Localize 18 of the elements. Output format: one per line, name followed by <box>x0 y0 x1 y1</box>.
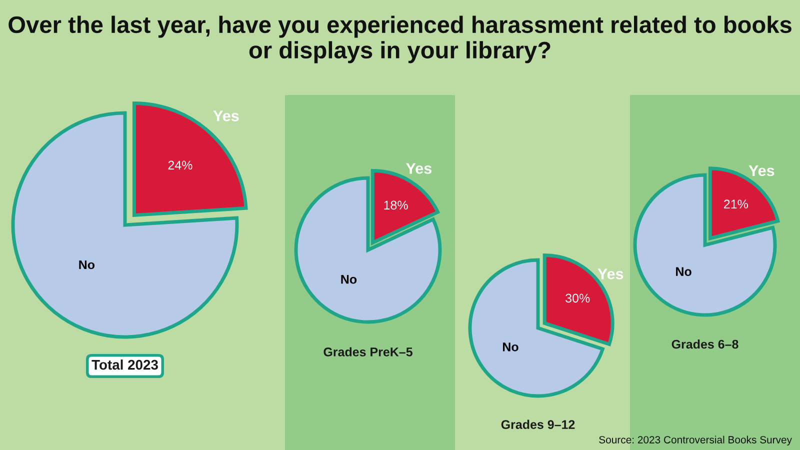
slice-label: Yes <box>406 163 432 174</box>
slice-label: No <box>503 342 518 352</box>
data-label: 24% <box>168 160 192 170</box>
text: Grades 6–8 <box>672 340 738 349</box>
slice-label: Yes <box>213 110 239 122</box>
text: Total 2023 <box>92 360 158 370</box>
slice-label: No <box>676 267 692 276</box>
data-label: 30% <box>566 294 590 303</box>
data-label: 21% <box>724 200 748 208</box>
text: Grades PreK–5 <box>324 347 412 356</box>
slice-label: No <box>79 260 95 270</box>
text: Over the last year, have you experienced harassment related to books or displays in your library? <box>8 16 792 64</box>
text: Grades 9–12 <box>501 420 575 429</box>
slice-label: No <box>341 275 357 284</box>
slice-label: Yes <box>598 268 624 280</box>
data-label: 18% <box>384 200 408 210</box>
slice-label: Yes <box>748 165 774 176</box>
source-note: Source: 2023 Controversial Books Survey <box>599 436 792 446</box>
